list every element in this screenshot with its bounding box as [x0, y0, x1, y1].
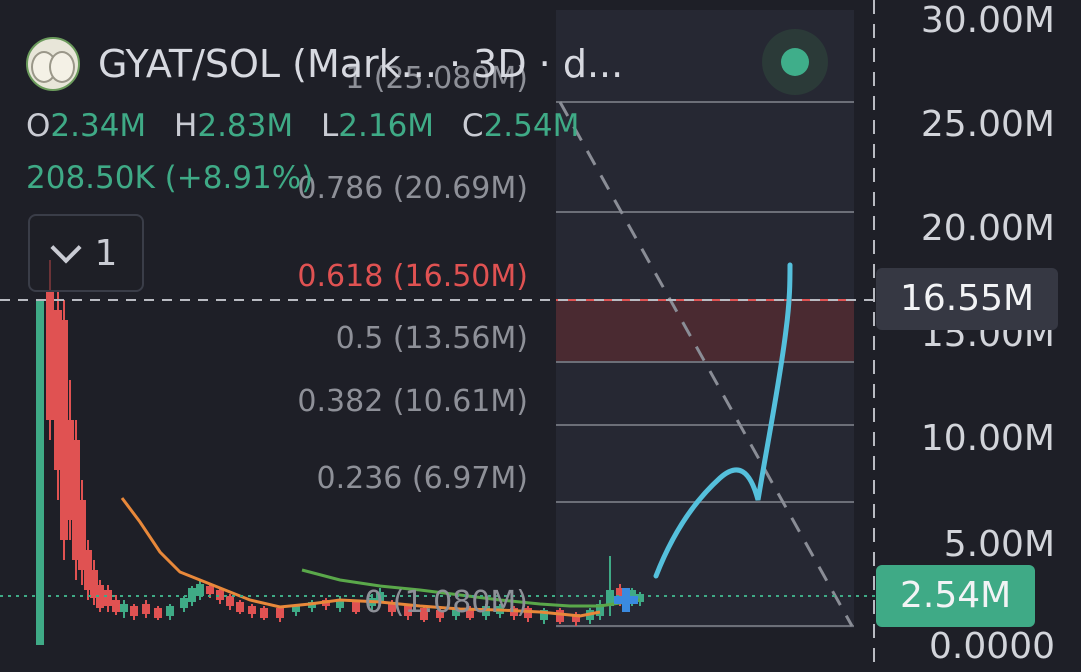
- low-value: 2.16M: [338, 108, 435, 144]
- candle-body: [248, 606, 256, 614]
- ohlc-legend: O2.34M H2.83M L2.16M C2.54M: [26, 108, 597, 144]
- open-value: 2.34M: [50, 108, 147, 144]
- chevron-down-icon: [49, 232, 82, 264]
- fib-trend-line[interactable]: [558, 101, 854, 627]
- candle-body: [452, 608, 460, 616]
- fib-level-label: 1 (25.080M): [345, 61, 528, 96]
- candle-body: [572, 614, 580, 622]
- high-value: 2.83M: [197, 108, 294, 144]
- candle-body: [524, 608, 532, 618]
- candle-body: [142, 604, 150, 614]
- fib-0.618-zone: [556, 300, 854, 362]
- fib-level-label: 0.382 (10.61M): [297, 384, 528, 419]
- candle-body: [596, 604, 604, 616]
- price-change: 208.50K (+8.91%): [26, 160, 314, 196]
- candle-body: [104, 590, 112, 606]
- candle-body: [236, 602, 244, 612]
- moving-average-green: [301, 568, 641, 608]
- high-label: H: [174, 108, 198, 144]
- candle-body: [166, 606, 174, 616]
- candle-body: [196, 584, 204, 596]
- candle-body: [96, 585, 104, 608]
- candle-body: [120, 604, 128, 612]
- candle-body: [154, 608, 162, 618]
- price-axis-tick: 10.00M: [920, 418, 1055, 459]
- symbol-title[interactable]: GYAT/SOL (Mark... · 3D · d...: [98, 42, 624, 86]
- candle-body: [466, 608, 474, 618]
- close-value: 2.54M: [483, 108, 580, 144]
- last-price-badge: 2.54M: [876, 565, 1036, 627]
- candle-body: [78, 500, 86, 570]
- candle-body: [54, 310, 62, 470]
- crosshair-plus-icon: [614, 588, 638, 612]
- candle-body: [388, 602, 396, 612]
- price-axis-tick: 5.00M: [943, 524, 1055, 565]
- crosshair-price-badge: 16.55M: [876, 268, 1059, 330]
- candle-body: [540, 610, 548, 620]
- candle-body: [352, 602, 360, 612]
- candle-body: [420, 608, 428, 620]
- candle-body: [436, 610, 444, 618]
- low-label: L: [321, 108, 339, 144]
- candle-body: [206, 586, 214, 594]
- indicator-collapse-button[interactable]: 1: [28, 214, 144, 292]
- chart-header: GYAT/SOL (Mark... · 3D · d...: [26, 36, 623, 92]
- fib-level-label: 0.786 (20.69M): [297, 171, 528, 206]
- candle-body: [260, 608, 268, 618]
- moving-average-orange: [120, 497, 601, 618]
- candle-body: [112, 600, 120, 612]
- candle-body: [60, 320, 68, 540]
- candle-body: [72, 440, 80, 560]
- live-status-indicator[interactable]: [762, 29, 828, 95]
- candle-body: [376, 592, 384, 602]
- candle-body: [66, 420, 74, 520]
- candle-body: [84, 550, 92, 590]
- fib-level-label: 0 (1.080M): [364, 585, 528, 620]
- price-axis-tick: 20.00M: [920, 208, 1055, 249]
- candle-body: [616, 588, 624, 600]
- candle-body: [556, 610, 564, 622]
- candle-body: [292, 606, 300, 612]
- candle-body: [336, 600, 344, 608]
- candle-body: [276, 608, 284, 618]
- price-axis-tick: 0.0000: [929, 626, 1055, 667]
- candle-body: [404, 606, 412, 616]
- candle-body: [606, 590, 614, 606]
- open-label: O: [26, 108, 51, 144]
- candle-body: [90, 570, 98, 598]
- candle-body: [130, 606, 138, 616]
- drawn-prediction-curve[interactable]: [653, 262, 793, 579]
- fib-level-label: 0.5 (13.56M): [336, 321, 528, 356]
- candle-body: [226, 596, 234, 606]
- candle-body: [216, 590, 224, 600]
- candle-body: [36, 300, 44, 645]
- fib-level-label: 0.618 (16.50M): [297, 259, 528, 294]
- price-axis-tick: 30.00M: [920, 0, 1055, 41]
- candle-body: [46, 290, 54, 420]
- candle-body: [636, 594, 644, 602]
- candle-body: [180, 598, 188, 608]
- price-axis-tick: 25.00M: [920, 104, 1055, 145]
- live-status-dot-icon: [781, 48, 809, 76]
- close-label: C: [461, 108, 484, 144]
- indicator-count: 1: [94, 232, 118, 274]
- fib-level-label: 0.236 (6.97M): [316, 461, 528, 496]
- gyat-token-logo-icon: [26, 37, 80, 91]
